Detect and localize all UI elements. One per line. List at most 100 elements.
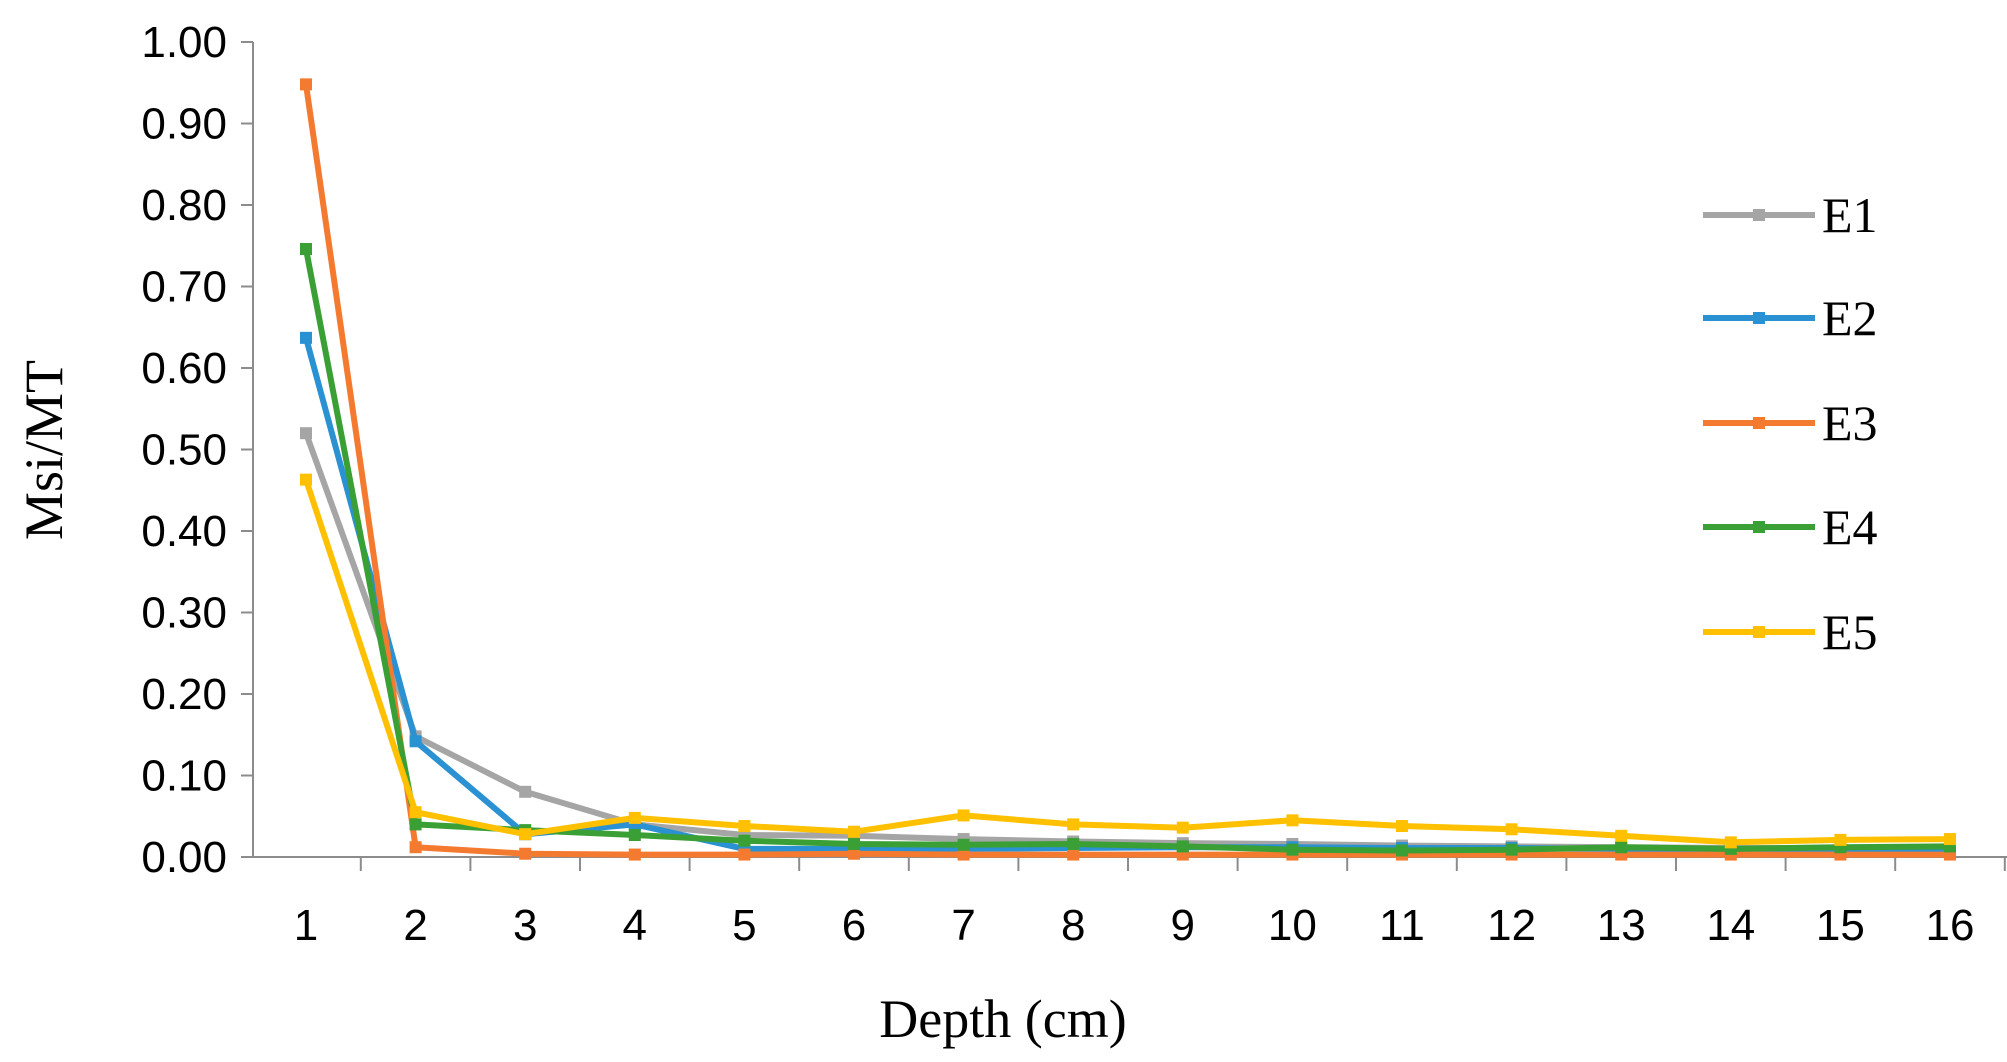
legend: E1 E2 E3 E4 E5 — [1703, 187, 1878, 660]
y-tick-label: 0.50 — [141, 426, 227, 475]
series-e2 — [300, 331, 1956, 857]
data-point-e5 — [1067, 818, 1080, 831]
data-point-e3 — [1067, 848, 1080, 861]
data-point-e5 — [409, 806, 422, 819]
legend-label: E1 — [1822, 187, 1878, 243]
data-point-e3 — [628, 848, 641, 861]
x-tick-label: 11 — [1379, 901, 1425, 950]
data-point-e1 — [300, 427, 312, 440]
data-point-e5 — [1944, 833, 1956, 846]
x-tick-label: 10 — [1268, 901, 1317, 950]
y-axis-ticks: 0.00 0.10 0.20 0.30 0.40 0.50 0.60 0.70 0.80 0.90… — [141, 18, 253, 882]
data-point-e2 — [300, 331, 312, 344]
data-point-e4 — [1505, 843, 1518, 856]
data-point-e4 — [738, 834, 751, 847]
legend-label: E5 — [1822, 604, 1878, 660]
x-tick-label: 3 — [513, 901, 537, 950]
data-point-e4 — [1176, 840, 1189, 853]
x-tick-label: 16 — [1926, 901, 1975, 950]
data-point-e4 — [957, 838, 970, 851]
data-point-e5 — [1615, 829, 1628, 842]
data-point-e4 — [1396, 844, 1408, 857]
x-tick-label: 1 — [294, 901, 318, 950]
data-point-e5 — [1286, 814, 1299, 827]
data-point-e3 — [848, 847, 860, 860]
data-point-e5 — [1834, 833, 1847, 846]
series-lines — [300, 78, 1956, 861]
y-tick-label: 0.70 — [141, 263, 227, 312]
data-point-e5 — [1505, 823, 1518, 836]
x-tick-label: 4 — [623, 901, 647, 950]
legend-entry-e5: E5 — [1703, 604, 1878, 660]
series-e4 — [300, 243, 1956, 857]
series-e3 — [300, 78, 1956, 861]
x-tick-label: 5 — [732, 901, 756, 950]
legend-swatch-marker — [1753, 209, 1765, 221]
legend-swatch-marker — [1753, 312, 1765, 324]
data-point-e4 — [1286, 843, 1299, 856]
x-tick-label: 9 — [1171, 901, 1195, 950]
y-tick-label: 0.60 — [141, 344, 227, 393]
x-tick-label: 13 — [1597, 901, 1646, 950]
data-point-e5 — [738, 820, 751, 833]
data-point-e5 — [1396, 820, 1408, 833]
legend-label: E4 — [1822, 499, 1878, 555]
series-line-e2 — [303, 334, 1953, 854]
legend-entry-e1: E1 — [1703, 187, 1878, 243]
x-tick-label: 12 — [1487, 901, 1536, 950]
data-point-e2 — [409, 735, 422, 748]
legend-swatch-marker — [1753, 417, 1765, 429]
data-point-e4 — [1067, 837, 1080, 850]
series-line-e5 — [303, 476, 1953, 846]
x-tick-label: 2 — [403, 901, 427, 950]
data-point-e4 — [1615, 841, 1628, 854]
data-point-e3 — [300, 78, 312, 91]
data-point-e5 — [1176, 821, 1189, 834]
y-tick-label: 0.30 — [141, 589, 227, 638]
data-point-e5 — [300, 473, 312, 486]
data-point-e4 — [409, 818, 422, 831]
data-point-e3 — [957, 848, 970, 861]
data-point-e5 — [848, 825, 860, 838]
data-point-e4 — [848, 837, 860, 850]
legend-entry-e3: E3 — [1703, 395, 1878, 451]
data-point-e4 — [300, 243, 312, 256]
legend-entry-e4: E4 — [1703, 499, 1878, 555]
y-tick-label: 0.40 — [141, 507, 227, 556]
data-point-e5 — [519, 828, 532, 841]
x-tick-label: 14 — [1706, 901, 1755, 950]
x-tick-label: 8 — [1061, 901, 1085, 950]
legend-entry-e2: E2 — [1703, 290, 1878, 346]
x-axis-ticks: 1 2 3 4 5 6 7 8 9 10 11 12 13 14 15 16 — [294, 857, 2006, 950]
y-tick-label: 0.20 — [141, 670, 227, 719]
x-tick-label: 15 — [1816, 901, 1865, 950]
series-line-e4 — [303, 246, 1953, 854]
data-point-e3 — [738, 848, 751, 861]
data-point-e1 — [519, 785, 532, 798]
legend-label: E2 — [1822, 290, 1878, 346]
legend-swatch-marker — [1753, 521, 1765, 533]
y-tick-label: 0.80 — [141, 181, 227, 230]
y-tick-label: 0.00 — [141, 833, 227, 882]
legend-swatch-marker — [1753, 626, 1765, 638]
y-tick-label: 0.10 — [141, 752, 227, 801]
data-point-e5 — [1724, 836, 1737, 849]
series-e1 — [300, 427, 1956, 855]
x-tick-label: 6 — [842, 901, 866, 950]
y-axis-title: Msi/MT — [14, 360, 74, 540]
y-tick-label: 0.90 — [141, 100, 227, 149]
axes — [252, 42, 2007, 858]
series-e5 — [300, 473, 1956, 849]
data-point-e5 — [628, 811, 641, 824]
data-point-e3 — [519, 847, 532, 860]
x-axis-title: Depth (cm) — [879, 989, 1126, 1049]
data-point-e4 — [628, 828, 641, 841]
x-tick-label: 7 — [951, 901, 975, 950]
data-point-e3 — [409, 841, 422, 854]
series-line-e1 — [303, 430, 1953, 851]
legend-label: E3 — [1822, 395, 1878, 451]
series-line-e3 — [303, 81, 1953, 858]
y-tick-label: 1.00 — [141, 18, 227, 67]
data-point-e5 — [957, 809, 970, 822]
